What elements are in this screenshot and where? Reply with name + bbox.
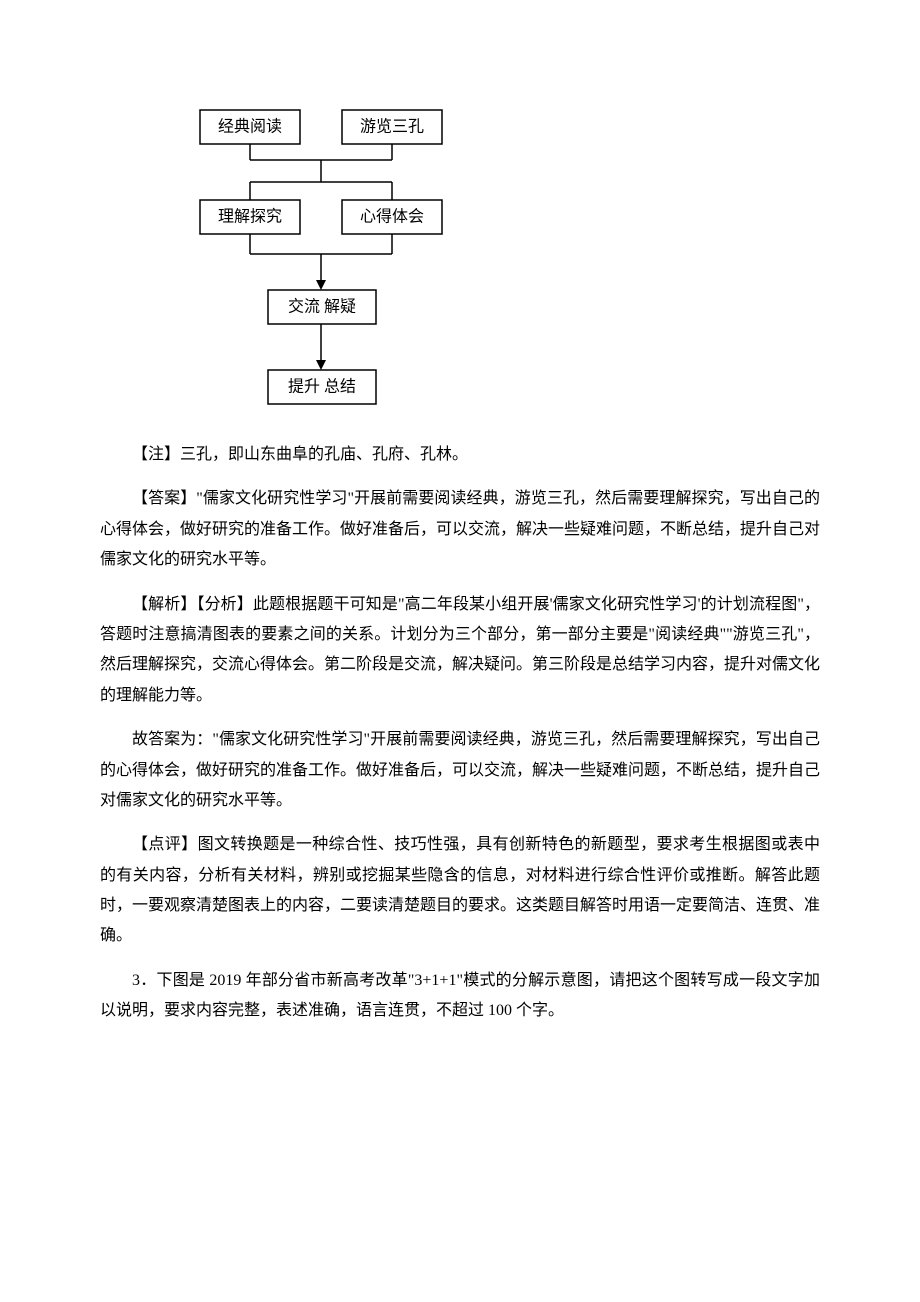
- node-label: 经典阅读: [218, 118, 282, 136]
- node-label: 心得体会: [360, 208, 424, 226]
- answer-repeat-prefix: 故答案为：: [132, 731, 212, 748]
- flowchart-diagram: 经典阅读 游览三孔 理解探究 心得体会 交流 解疑 提升 总结: [160, 100, 820, 410]
- answer-text: "儒家文化研究性学习"开展前需要阅读经典，游览三孔，然后需要理解探究，写出自己的…: [100, 490, 820, 568]
- arrow-icon: [316, 280, 326, 290]
- node-label: 交流 解疑: [288, 298, 356, 316]
- answer-paragraph: 【答案】"儒家文化研究性学习"开展前需要阅读经典，游览三孔，然后需要理解探究，写…: [100, 484, 820, 575]
- node-label: 提升 总结: [288, 378, 356, 396]
- comment-text: 图文转换题是一种综合性、技巧性强，具有创新特色的新题型，要求考生根据图或表中的有…: [100, 836, 820, 944]
- note-text: 【注】三孔，即山东曲阜的孔庙、孔府、孔林。: [100, 440, 820, 470]
- analysis-prefix: 【解析】【分析】: [132, 596, 253, 613]
- comment-paragraph: 【点评】图文转换题是一种综合性、技巧性强，具有创新特色的新题型，要求考生根据图或…: [100, 830, 820, 952]
- node-label: 游览三孔: [360, 118, 424, 136]
- node-label: 理解探究: [218, 208, 282, 226]
- question-text: 下图是 2019 年部分省市新高考改革"3+1+1"模式的分解示意图，请把这个图…: [100, 972, 820, 1019]
- comment-prefix: 【点评】: [132, 836, 198, 853]
- flowchart-svg: 经典阅读 游览三孔 理解探究 心得体会 交流 解疑 提升 总结: [160, 100, 480, 410]
- question-number: 3．: [132, 972, 156, 989]
- analysis-paragraph: 【解析】【分析】此题根据题干可知是"高二年段某小组开展'儒家文化研究性学习'的计…: [100, 590, 820, 712]
- arrow-icon: [316, 360, 326, 370]
- answer-prefix: 【答案】: [132, 490, 196, 507]
- question-3: 3．下图是 2019 年部分省市新高考改革"3+1+1"模式的分解示意图，请把这…: [100, 966, 820, 1027]
- answer-repeat-paragraph: 故答案为："儒家文化研究性学习"开展前需要阅读经典，游览三孔，然后需要理解探究，…: [100, 725, 820, 816]
